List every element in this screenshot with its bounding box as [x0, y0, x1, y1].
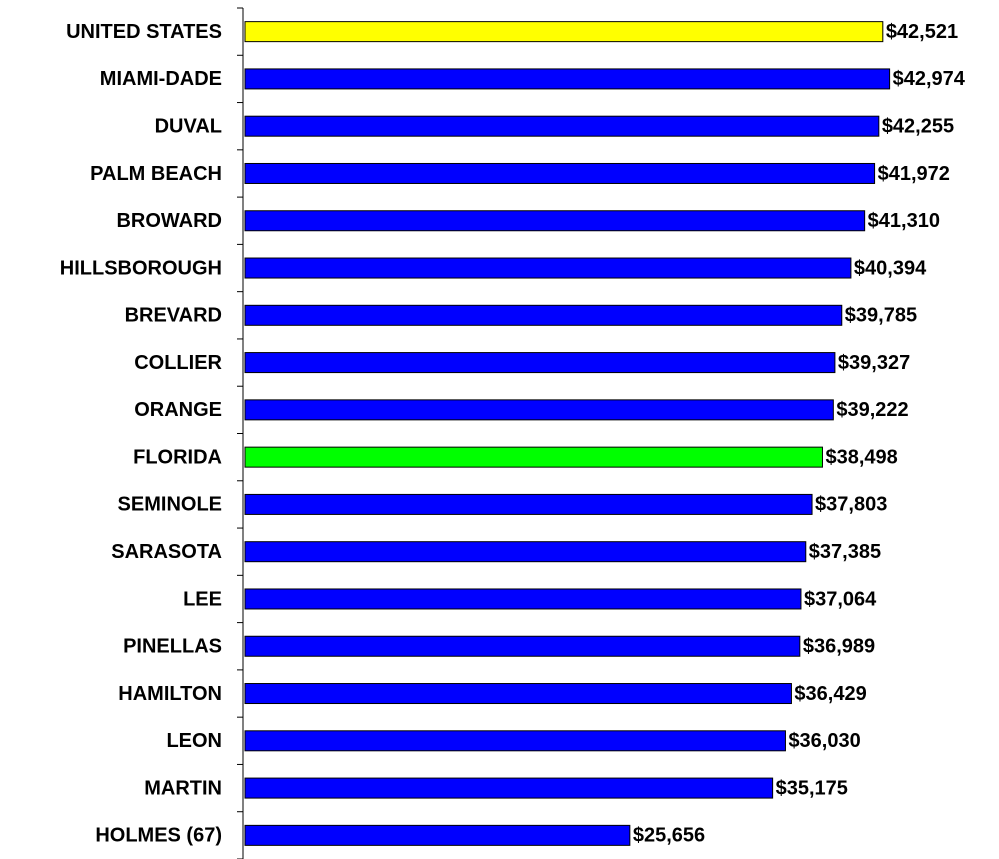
bar [244, 399, 834, 421]
category-label: HOLMES (67) [95, 825, 222, 847]
category-label: HILLSBOROUGH [60, 257, 222, 279]
bar [244, 115, 880, 137]
bar [244, 304, 843, 326]
bar [244, 210, 866, 232]
value-label: $36,429 [794, 683, 866, 705]
value-label: $39,785 [845, 305, 917, 327]
value-label: $36,989 [803, 636, 875, 658]
bar [244, 588, 802, 610]
value-label: $42,974 [893, 68, 966, 90]
bar [244, 68, 891, 90]
category-label: DUVAL [155, 115, 222, 137]
bar [244, 777, 774, 799]
value-label: $37,385 [809, 541, 881, 563]
bar [244, 257, 852, 279]
value-label: $42,255 [882, 115, 954, 137]
value-label: $40,394 [854, 257, 927, 279]
value-label: $35,175 [776, 777, 848, 799]
bar [244, 352, 836, 374]
value-label: $41,310 [868, 210, 940, 232]
category-label: MIAMI-DADE [100, 68, 222, 90]
bar [244, 541, 807, 563]
category-label: SEMINOLE [118, 494, 222, 516]
value-label: $41,972 [878, 163, 950, 185]
category-label: UNITED STATES [66, 21, 222, 43]
category-label: LEON [166, 730, 222, 752]
category-label: FLORIDA [133, 446, 222, 468]
category-label: PINELLAS [123, 636, 222, 658]
value-label: $25,656 [633, 825, 705, 847]
category-label: HAMILTON [118, 683, 222, 705]
bar [244, 824, 631, 846]
bar [244, 683, 792, 705]
value-label: $36,030 [788, 730, 860, 752]
category-label: LEE [183, 588, 222, 610]
category-label: PALM BEACH [90, 163, 222, 185]
value-label: $42,521 [886, 21, 958, 43]
value-label: $38,498 [825, 446, 897, 468]
bar [244, 162, 876, 184]
category-label: BREVARD [125, 305, 222, 327]
value-label: $39,327 [838, 352, 910, 374]
category-label: SARASOTA [111, 541, 222, 563]
category-label: BROWARD [116, 210, 222, 232]
value-label: $39,222 [836, 399, 908, 421]
category-label: COLLIER [134, 352, 222, 374]
value-label: $37,803 [815, 494, 887, 516]
category-label: MARTIN [144, 777, 222, 799]
value-label: $37,064 [804, 588, 877, 610]
bar [244, 21, 884, 43]
bar [244, 493, 813, 515]
bar [244, 635, 801, 657]
category-label: ORANGE [134, 399, 222, 421]
bar [244, 446, 823, 468]
bar [244, 730, 786, 752]
